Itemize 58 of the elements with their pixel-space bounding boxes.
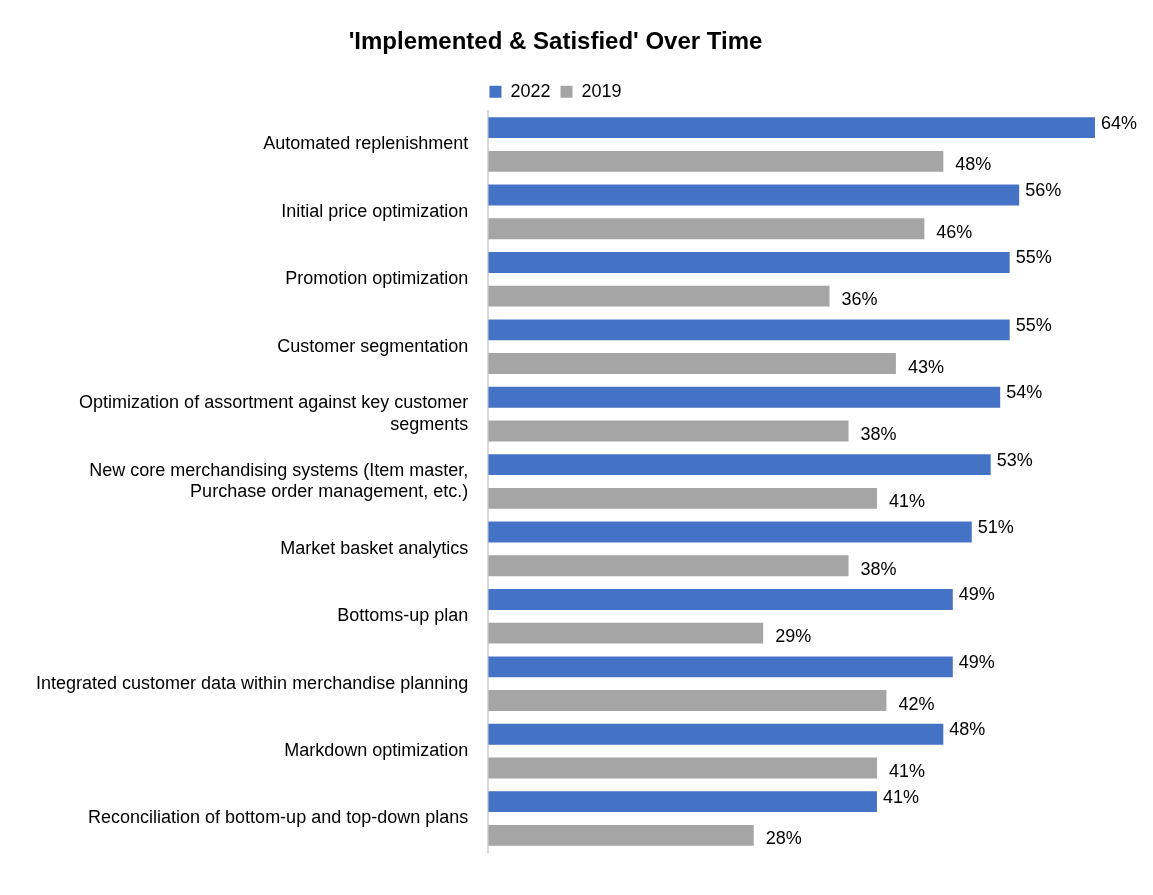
bar [488, 386, 1001, 408]
bar [488, 690, 887, 711]
bar [488, 487, 877, 509]
data-label: 55% [1015, 247, 1052, 268]
y-tick-label: Customer segmentation [277, 335, 469, 356]
bar [488, 184, 1020, 206]
bar [488, 622, 764, 644]
data-label: 28% [765, 828, 802, 849]
chart-title: 'Implemented & Satisfied' Over Time [348, 27, 763, 55]
y-tick-label: New core merchandising systems (Item master, Purchase order management, etc.) [89, 459, 469, 502]
data-label: 53% [996, 449, 1033, 470]
bar [488, 353, 896, 374]
bar [488, 555, 849, 577]
data-label: 48% [955, 154, 992, 175]
y-tick-label: Integrated customer data within merchandise planning [35, 672, 469, 693]
data-label: 49% [958, 584, 995, 605]
bar [488, 319, 1010, 341]
y-tick-label: Reconciliation of bottom-up and top-down plans [88, 807, 469, 828]
data-label: 48% [949, 719, 986, 740]
y-tick-label: Automated replenishment [263, 133, 469, 154]
data-label: 51% [977, 517, 1014, 538]
data-label: 49% [958, 651, 995, 672]
bar [488, 521, 972, 543]
bar [488, 252, 1010, 273]
data-label: 38% [860, 423, 897, 444]
data-label: 55% [1015, 314, 1052, 335]
y-tick-label: Optimization of assortment against key customer segments [79, 392, 469, 434]
bar [488, 454, 991, 476]
data-label: 41% [882, 786, 919, 807]
y-tick-label: Markdown optimization [284, 740, 469, 761]
bar [488, 420, 849, 442]
data-label: 46% [936, 221, 973, 242]
y-tick-label: Bottoms-up plan [337, 605, 469, 626]
y-tick-label: Market basket analytics [280, 537, 469, 558]
bar [488, 218, 925, 240]
y-tick-label: Promotion optimization [285, 268, 469, 289]
bar [488, 824, 754, 846]
data-label: 29% [775, 626, 812, 647]
y-tick-label: Initial price optimization [281, 200, 469, 221]
data-label: 64% [1101, 112, 1138, 133]
data-label: 41% [888, 760, 925, 781]
legend-label: 2019 [581, 80, 622, 101]
bar [488, 589, 953, 610]
bar [488, 723, 944, 745]
data-label: 43% [907, 356, 944, 377]
data-label: 56% [1025, 180, 1062, 201]
bar [488, 285, 830, 307]
bar [488, 757, 877, 779]
bar [488, 117, 1095, 139]
data-label: 38% [860, 558, 897, 579]
bar [488, 656, 953, 678]
data-label: 42% [898, 693, 935, 714]
data-label: 54% [1006, 382, 1043, 403]
data-label: 41% [888, 491, 925, 512]
data-label: 36% [841, 289, 878, 310]
bar [488, 791, 877, 813]
legend-label: 2022 [510, 80, 551, 101]
bar [488, 150, 944, 172]
